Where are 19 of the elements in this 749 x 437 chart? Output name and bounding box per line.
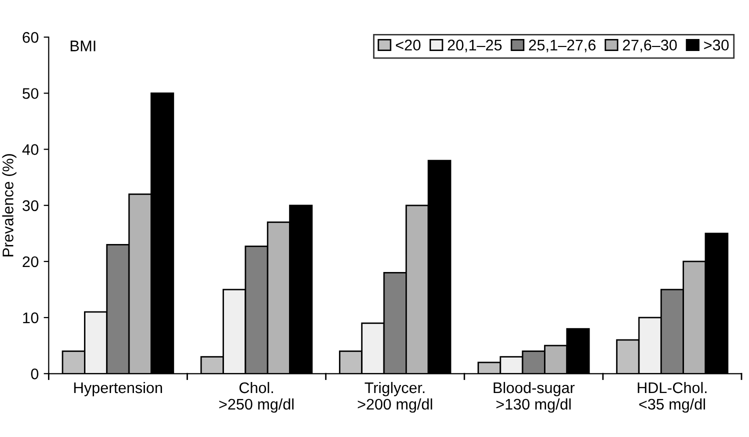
- legend-label: 20,1–25: [448, 40, 502, 52]
- legend-label: 27,6–30: [622, 40, 677, 52]
- legend-title: BMI: [70, 40, 96, 52]
- y-tick-label: 60: [22, 32, 38, 43]
- y-tick-label: 30: [22, 200, 38, 212]
- x-tick-label: Blood-sugar >130 mg/dl: [494, 382, 575, 413]
- y-axis-title: Prevalence (%): [2, 154, 16, 256]
- x-tick-label: Chol. >250 mg/dl: [219, 382, 294, 413]
- x-tick-label: Triglycer. >200 mg/dl: [358, 382, 432, 413]
- legend-label: <20: [396, 40, 420, 50]
- y-tick-label: 40: [22, 144, 38, 155]
- x-tick-label: HDL-Chol. <35 mg/dl: [638, 382, 706, 413]
- legend-label: 25,1–27,6: [529, 40, 596, 52]
- x-tick-label: Hypertension: [74, 382, 162, 396]
- y-tick-label: 10: [23, 312, 38, 324]
- legend-label: >30: [704, 40, 729, 50]
- y-tick-label: 20: [22, 256, 38, 268]
- y-tick-label: 0: [31, 368, 38, 380]
- y-tick-label: 50: [22, 88, 38, 99]
